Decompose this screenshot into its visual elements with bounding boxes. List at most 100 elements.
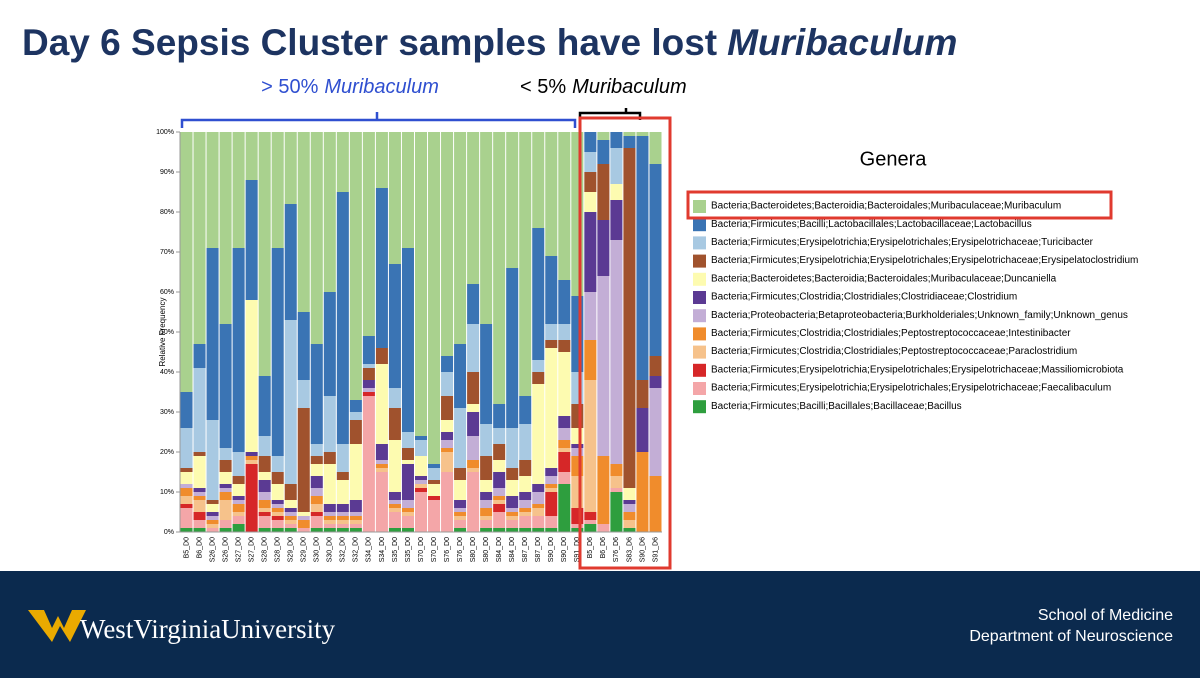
bar-segment	[219, 448, 232, 460]
bar-segment	[506, 468, 519, 480]
bar-segment	[558, 440, 571, 448]
bar-segment	[414, 488, 428, 492]
bar-segment	[284, 516, 297, 520]
bar-segment	[623, 132, 636, 136]
bar-segment	[558, 428, 571, 440]
highlight-box	[578, 116, 672, 570]
bar-segment	[349, 420, 362, 444]
legend-label: Bacteria;Bacteroidetes;Bacteroidia;Bacte…	[711, 273, 1057, 284]
bar-segment	[245, 452, 258, 456]
legend-label: Bacteria;Firmicutes;Erysipelotrichia;Ery…	[711, 237, 1094, 248]
bar-segment	[532, 484, 545, 492]
bar-segment	[284, 512, 297, 516]
y-tick-label: 100%	[156, 129, 174, 136]
bar-segment	[297, 312, 310, 380]
bar-segment	[375, 188, 388, 348]
annotation-emphasis: Muribaculum	[572, 76, 686, 98]
bar-segment	[323, 524, 336, 528]
bar-segment	[388, 440, 401, 492]
bar-segment	[284, 528, 297, 532]
bar-segment	[532, 360, 545, 372]
x-tick-label: S30_D0	[314, 537, 321, 562]
x-tick-label: S32_D0	[340, 537, 347, 562]
bar-segment	[584, 380, 597, 512]
bar-segment	[180, 488, 193, 496]
bar-segment	[297, 528, 310, 532]
legend-swatch	[693, 382, 706, 395]
bar-segment	[571, 296, 584, 372]
bar-segment	[545, 528, 558, 532]
bar-segment	[441, 472, 454, 532]
bar-segment	[493, 512, 506, 528]
bar-segment	[271, 472, 284, 484]
x-tick-label: S29_D0	[301, 537, 308, 562]
bar-segment	[297, 380, 310, 408]
annotation-right: < 5% Muribaculum	[520, 76, 687, 98]
legend-swatch	[693, 400, 706, 414]
legend-highlight-box	[686, 190, 1113, 220]
bar-segment	[219, 484, 232, 488]
bar-segment	[558, 324, 571, 340]
bar-segment	[297, 516, 310, 520]
bar-segment	[506, 428, 519, 468]
bar-segment	[558, 280, 571, 324]
bar-segment	[219, 520, 232, 528]
y-tick-label: 90%	[160, 169, 174, 176]
bar-segment	[206, 504, 219, 512]
x-tick-label: S76_D0	[457, 537, 464, 562]
bar-segment	[454, 132, 467, 344]
x-tick-label: S30_D0	[327, 537, 334, 562]
bar-segment	[571, 428, 584, 444]
bar-segment	[349, 516, 362, 520]
slide-title: Day 6 Sepsis Cluster samples have lost Mu…	[22, 22, 957, 63]
bar-segment	[649, 376, 662, 388]
bar-segment	[310, 344, 323, 444]
bar-segment	[414, 480, 428, 484]
legend-label: Bacteria;Proteobacteria;Betaproteobacter…	[711, 310, 1128, 321]
bar-segment	[206, 500, 219, 504]
bar-segment	[610, 464, 623, 476]
bar-segment	[349, 520, 362, 524]
bar-segment	[545, 132, 558, 256]
bar-segment	[454, 500, 467, 508]
bar-segment	[219, 132, 232, 324]
bar-segment	[271, 516, 284, 520]
bar-segment	[180, 508, 193, 528]
bar-segment	[467, 132, 480, 284]
x-tick-label: S26_D0	[209, 537, 216, 562]
legend-label: Bacteria;Firmicutes;Erysipelotrichia;Ery…	[711, 364, 1124, 375]
legend-title: Genera	[860, 148, 928, 170]
bar-segment	[519, 492, 532, 500]
bar-segment	[284, 520, 297, 524]
x-tick-label: S91_D0	[574, 537, 581, 562]
bar-segment	[545, 492, 558, 516]
bar-segment	[375, 460, 388, 464]
bar-segment	[519, 476, 532, 492]
bar-segment	[206, 248, 219, 420]
bar-segment	[454, 520, 467, 528]
y-tick-label: 30%	[160, 409, 174, 416]
bar-segment	[258, 500, 271, 508]
bar-segment	[428, 132, 441, 464]
bar-segment	[454, 408, 467, 468]
legend-swatch	[693, 254, 706, 268]
bar-segment	[284, 500, 297, 508]
bar-segment	[571, 448, 584, 456]
bar-segment	[480, 424, 493, 456]
bar-segment	[493, 500, 506, 504]
bar-segment	[219, 528, 232, 532]
bar-segment	[414, 484, 428, 488]
bar-segment	[480, 520, 493, 528]
bar-segment	[441, 440, 454, 448]
bar-segment	[219, 492, 232, 500]
bar-segment	[571, 372, 584, 404]
bar-segment	[323, 528, 336, 532]
bar-segment	[584, 520, 597, 524]
bar-segment	[623, 148, 636, 488]
bar-segment	[401, 512, 414, 516]
bar-segment	[180, 496, 193, 504]
x-tick-label: S90_D6	[639, 537, 646, 562]
bar-segment	[636, 380, 649, 408]
x-tick-label: S70_D0	[431, 537, 438, 562]
bar-segment	[401, 448, 414, 460]
